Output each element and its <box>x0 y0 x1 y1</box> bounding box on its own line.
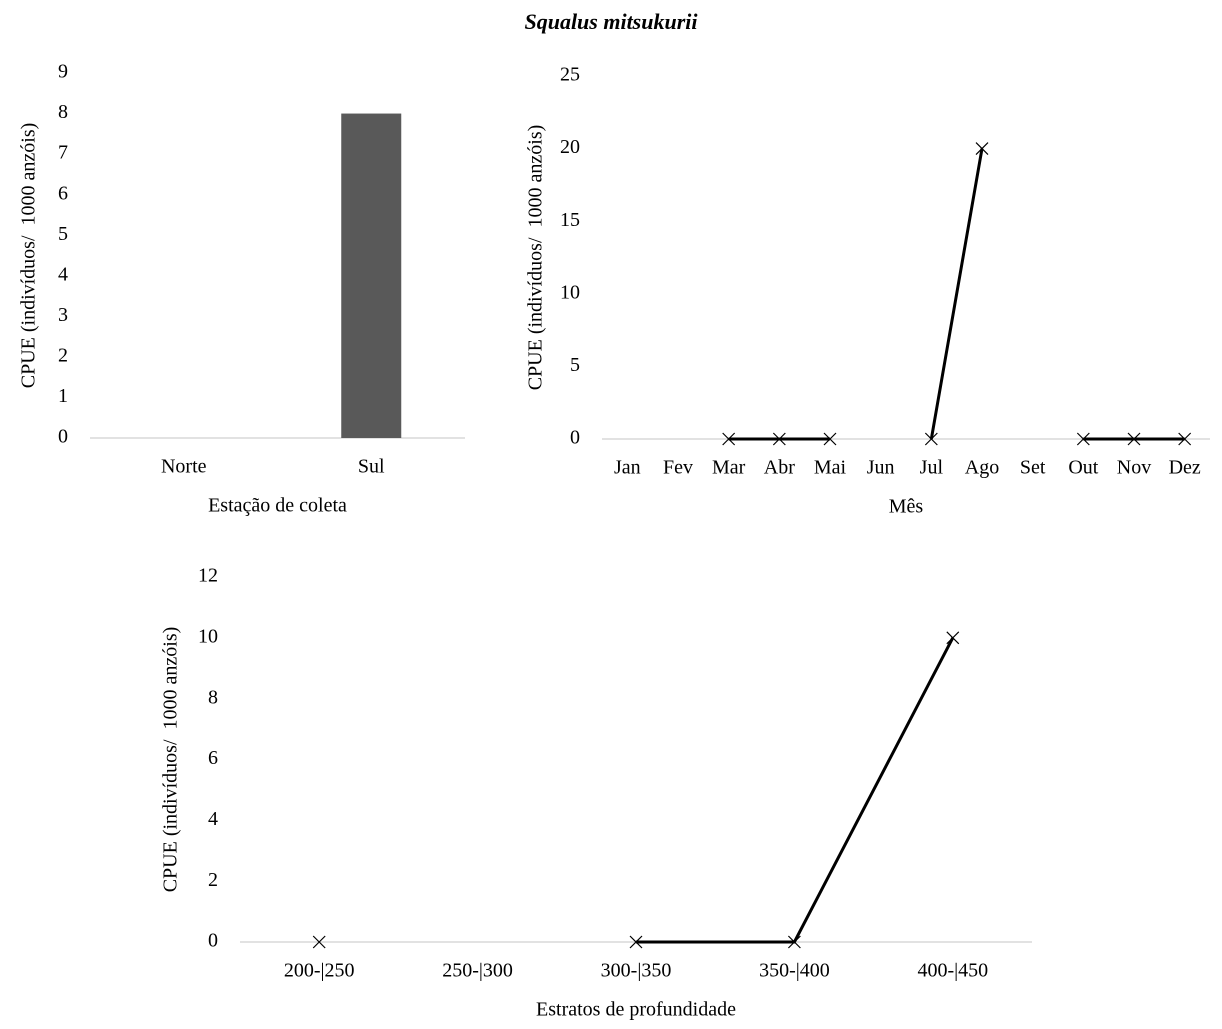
x-axis-title: Estação de coleta <box>208 495 347 517</box>
y-tick-label: 1 <box>58 385 68 407</box>
y-axis-title: CPUE (indivíduos/ 1000 anzóis) <box>160 627 182 893</box>
x-tick-label: Set <box>1020 457 1046 479</box>
x-tick-label: Jun <box>867 457 895 479</box>
x-tick-label: Jul <box>920 457 944 479</box>
marker <box>772 432 786 446</box>
x-tick-label: 250-|300 <box>442 960 513 982</box>
y-tick-label: 7 <box>58 142 68 164</box>
bar <box>341 113 402 439</box>
y-tick-label: 20 <box>560 136 580 158</box>
x-axis-title: Mês <box>889 496 924 518</box>
x-tick-label: Dez <box>1169 457 1201 479</box>
x-tick-label: Mai <box>814 457 847 479</box>
x-tick-label: Jan <box>614 457 641 479</box>
marker <box>975 142 989 156</box>
x-tick-label: 350-|400 <box>759 960 830 982</box>
marker <box>1178 432 1192 446</box>
y-tick-label: 8 <box>208 686 218 708</box>
y-tick-label: 10 <box>198 625 218 647</box>
y-tick-label: 10 <box>560 281 580 303</box>
marker <box>312 935 326 949</box>
y-tick-label: 4 <box>58 263 68 285</box>
y-tick-label: 4 <box>208 808 218 830</box>
y-tick-label: 0 <box>208 930 218 952</box>
x-tick-label: Out <box>1068 457 1098 479</box>
line <box>728 148 1185 441</box>
x-tick-label: 200-|250 <box>284 960 355 982</box>
line <box>636 637 955 944</box>
x-tick-label: Abr <box>764 457 795 479</box>
x-tick-label: 300-|350 <box>601 960 672 982</box>
y-tick-label: 12 <box>198 565 218 587</box>
x-tick-label: 400-|450 <box>917 960 988 982</box>
x-tick-label: Sul <box>358 456 385 478</box>
marker <box>1127 432 1141 446</box>
y-tick-label: 5 <box>58 223 68 245</box>
y-tick-label: 5 <box>570 354 580 376</box>
x-tick-label: Norte <box>161 456 207 478</box>
marker <box>787 935 801 949</box>
y-tick-label: 6 <box>58 182 68 204</box>
y-tick-label: 8 <box>58 101 68 123</box>
y-tick-label: 2 <box>58 344 68 366</box>
marker <box>722 432 736 446</box>
marker <box>924 432 938 446</box>
y-tick-label: 9 <box>58 61 68 83</box>
y-tick-label: 3 <box>58 304 68 326</box>
y-tick-label: 2 <box>208 869 218 891</box>
y-tick-label: 0 <box>570 427 580 449</box>
marker <box>946 631 960 645</box>
marker <box>1076 432 1090 446</box>
y-tick-label: 0 <box>58 426 68 448</box>
y-axis-title: CPUE (indivíduos/ 1000 anzóis) <box>525 125 547 391</box>
y-tick-label: 15 <box>560 209 580 231</box>
x-tick-label: Mar <box>712 457 746 479</box>
x-tick-label: Fev <box>663 457 693 479</box>
x-tick-label: Ago <box>965 457 999 479</box>
figure-title: Squalus mitsukurii <box>524 9 698 34</box>
y-tick-label: 25 <box>560 64 580 86</box>
y-tick-label: 6 <box>208 747 218 769</box>
y-axis-title: CPUE (indivíduos/ 1000 anzóis) <box>18 123 40 389</box>
x-tick-label: Nov <box>1117 457 1151 479</box>
marker <box>823 432 837 446</box>
marker <box>629 935 643 949</box>
x-axis-title: Estratos de profundidade <box>536 999 736 1021</box>
